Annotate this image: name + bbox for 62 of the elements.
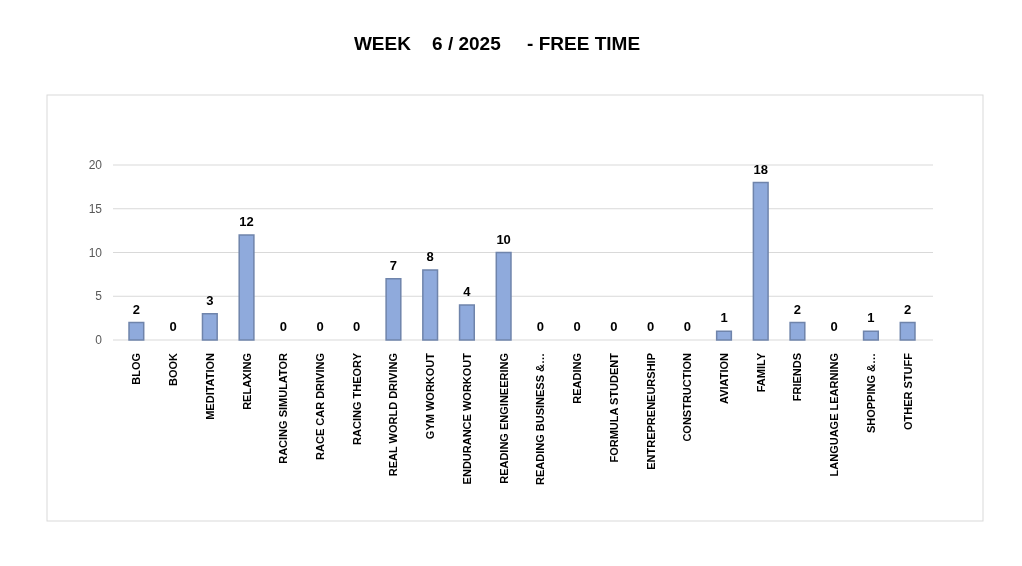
x-tick-label: RACING SIMULATOR: [277, 352, 290, 464]
bar: [201, 313, 218, 341]
x-tick-label: MEDITATION: [203, 352, 216, 420]
data-label: 7: [389, 257, 398, 273]
bar: [495, 251, 512, 341]
data-label: 2: [793, 301, 802, 317]
x-tick-label: REAL WORLD DRIVING: [387, 353, 400, 477]
data-label: 1: [867, 310, 875, 326]
data-label: 3: [206, 292, 214, 308]
x-tick-label: FRIENDS: [791, 353, 804, 402]
x-tick-label: BOOK: [167, 352, 180, 386]
data-label: 8: [426, 249, 434, 264]
x-tick-label: OTHER STUFF: [901, 352, 914, 430]
x-tick-label: FORMULA STUDENT: [607, 352, 620, 463]
x-tick-label: RELAXING: [240, 353, 253, 410]
x-tick-label: ENDURANCE WORKOUT: [460, 352, 473, 485]
x-tick-label: SHOPPING &…: [864, 353, 877, 434]
bar: [789, 321, 806, 341]
chart-title: WEEK 6 / 2025 - FREE TIME: [353, 33, 641, 54]
x-tick-label: BLOG: [130, 353, 143, 385]
bar: [715, 330, 733, 341]
x-tick-label: READING BUSINESS &…: [534, 353, 547, 486]
data-label: 18: [753, 161, 768, 177]
data-label: 12: [239, 214, 254, 229]
data-label: 0: [169, 319, 177, 334]
bar: [385, 278, 402, 341]
data-label: 2: [904, 301, 912, 317]
data-label: 0: [683, 319, 691, 334]
x-tick-label: ENTREPRENEURSHIP: [644, 353, 657, 470]
y-tick-label: 10: [88, 245, 103, 260]
x-tick-label: RACE CAR DRIVING: [314, 353, 326, 460]
y-tick-label: 15: [88, 201, 103, 216]
data-label: 0: [646, 319, 655, 334]
x-tick-label: READING ENGINEERING: [497, 353, 510, 484]
x-tick-label: GYM WORKOUT: [424, 352, 437, 440]
y-tick-label: 20: [88, 158, 103, 172]
data-label: 0: [279, 319, 287, 334]
data-label: 0: [536, 319, 544, 334]
x-tick-label: RACING THEORY: [350, 352, 363, 445]
bar: [752, 181, 769, 341]
data-label: 4: [463, 284, 472, 299]
bar: [238, 234, 255, 341]
y-tick-label: 0: [95, 333, 103, 347]
x-tick-label: LANGUAGE LEARNING: [828, 353, 841, 477]
data-label: 2: [132, 301, 140, 317]
data-label: 10: [496, 231, 511, 247]
data-label: 0: [316, 319, 324, 334]
data-label: 0: [573, 319, 581, 334]
data-label: 1: [720, 310, 728, 326]
x-tick-label: AVIATION: [718, 352, 730, 404]
data-label: 0: [353, 319, 361, 334]
x-tick-label: CONSTRUCTION: [681, 352, 694, 442]
bar: [862, 330, 879, 341]
bar: [899, 321, 916, 341]
bar: [458, 304, 475, 341]
bar: [422, 269, 439, 341]
data-label: 0: [610, 319, 618, 334]
bar: [128, 321, 145, 341]
x-tick-label: FAMILY: [754, 352, 767, 393]
x-tick-label: READING: [571, 353, 584, 404]
data-label: 0: [830, 319, 838, 334]
y-tick-label: 5: [95, 289, 103, 304]
